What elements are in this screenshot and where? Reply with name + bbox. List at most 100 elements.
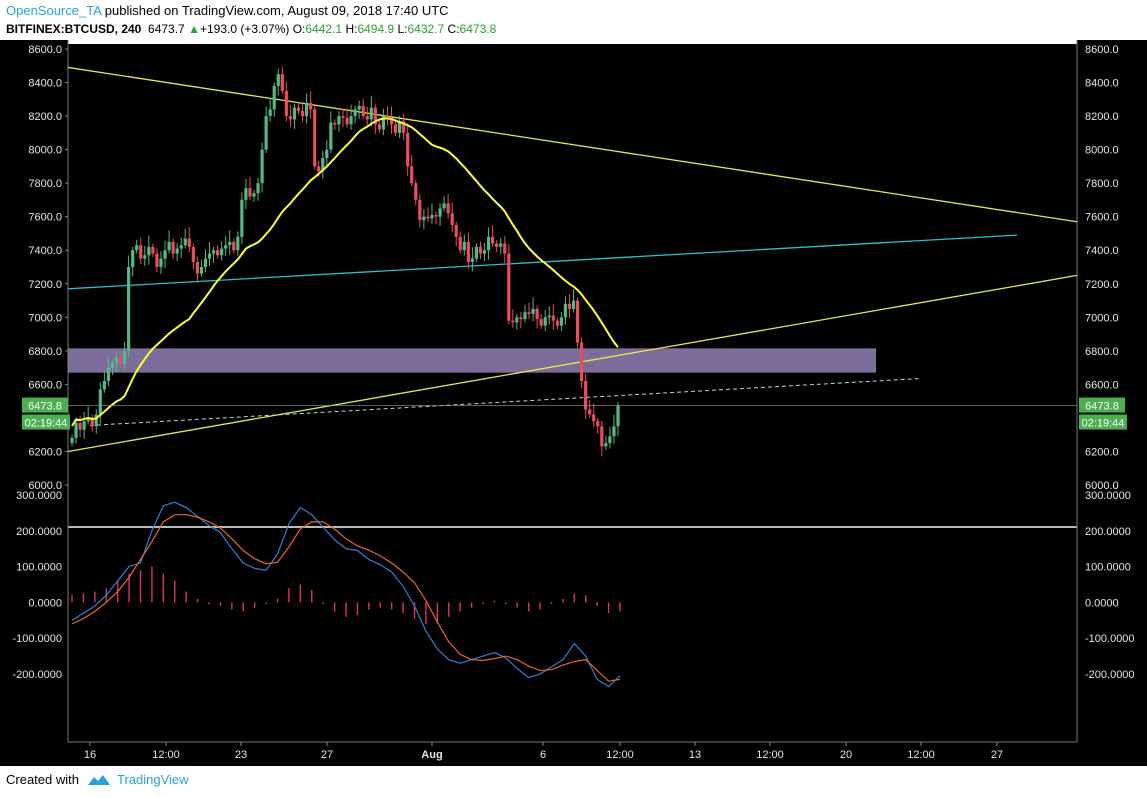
candle-body (580, 342, 584, 382)
candle-body (527, 312, 531, 314)
price-axis-tick-left: 6200.0 (28, 446, 62, 458)
candle-body (361, 106, 365, 117)
price-axis-tick-right: 7200.0 (1085, 279, 1119, 291)
candle-body (78, 422, 82, 430)
candle-body (264, 116, 268, 150)
published-text: published on TradingView.com, August 09,… (104, 3, 449, 18)
candle-body (450, 213, 454, 226)
candle-body (539, 318, 543, 326)
high-label: H: (345, 22, 358, 36)
candle-body (422, 216, 426, 221)
candle-body (559, 317, 563, 326)
macd-axis-tick-right: 200.0000 (1085, 526, 1131, 538)
candle-body (244, 188, 248, 200)
candle-body (604, 443, 608, 447)
candle-body (345, 117, 349, 125)
candle-body (82, 421, 86, 430)
candle-body (155, 253, 159, 267)
tradingview-logo-icon (87, 774, 110, 785)
price-axis-tick-left: 8600.0 (28, 44, 62, 56)
candle-body (410, 166, 414, 184)
countdown-label-left: 02:19:44 (25, 418, 68, 430)
candle-body (86, 417, 90, 422)
time-axis-tick-label: 27 (991, 749, 1003, 761)
candle-body (474, 246, 479, 259)
candle-body (592, 414, 596, 422)
macd-axis-tick-left: 200.0000 (16, 526, 62, 538)
candle-body (139, 245, 143, 259)
candle-body (98, 389, 102, 415)
candle-body (280, 74, 284, 91)
candle-body (268, 109, 272, 117)
support-zone (68, 348, 876, 373)
publish-line: OpenSource_TA published on TradingView.c… (6, 3, 449, 18)
price-change: +193.0 (+3.07%) (199, 22, 290, 36)
price-axis-tick-left: 8200.0 (28, 111, 62, 123)
candle-body (499, 243, 503, 247)
candle-body (341, 116, 345, 118)
chart-canvas[interactable]: 8600.0 8600.0 8400.0 8400.0 8200.0 8200.0 8000… (0, 40, 1147, 766)
tradingview-brand[interactable]: TradingView (116, 772, 189, 787)
candle-body (575, 300, 580, 343)
signal-line (71, 514, 621, 682)
candle-body (232, 241, 236, 251)
macd-axis-tick-left: 0.0000 (28, 597, 62, 609)
macd-axis-tick-right: 300.0000 (1085, 490, 1131, 502)
low-value: 6432.7 (407, 22, 445, 36)
macd-axis-tick-right: 0.0000 (1085, 597, 1119, 609)
candle-body (385, 116, 390, 118)
candle-body (357, 106, 361, 110)
candle-body (276, 74, 280, 86)
footer: Created with TradingView (6, 772, 189, 787)
time-axis-tick-label: 12:00 (152, 749, 180, 761)
candle-body (600, 426, 604, 447)
candle-body (584, 381, 588, 410)
symbol: BITFINEX:BTCUSD, 240 (6, 22, 142, 36)
candle-body (381, 116, 386, 130)
price-axis-tick-right: 6000.0 (1085, 480, 1119, 492)
candle-body (442, 203, 446, 209)
candle-body (491, 236, 495, 244)
candle-body (106, 367, 110, 382)
candle-body (325, 149, 329, 158)
candle-body (203, 258, 208, 267)
candle-body (94, 414, 98, 427)
candle-body (167, 241, 171, 251)
time-axis-tick-label: 12:00 (756, 749, 784, 761)
candle-body (228, 241, 232, 246)
candle-body (543, 317, 547, 326)
candle-body (373, 107, 377, 125)
low-label: L: (397, 22, 408, 36)
candle-body (495, 243, 499, 247)
countdown-tag-left (22, 414, 70, 430)
countdown-label-right: 02:19:44 (1082, 418, 1125, 430)
candle-body (608, 436, 612, 444)
candle-body (135, 245, 139, 251)
candle-body (563, 303, 568, 318)
candle-body (523, 312, 527, 319)
close-label: C: (447, 22, 460, 36)
price-axis-tick-left: 8400.0 (28, 78, 62, 90)
ascending-trendline (67, 274, 1078, 453)
open-value: 6442.1 (305, 22, 343, 36)
price-axis-tick-right: 8400.0 (1085, 78, 1119, 90)
macd-axis-tick-left: 300.0000 (16, 490, 62, 502)
candle-body (406, 132, 410, 167)
current-price-tag-left (22, 397, 68, 413)
price-axis-tick-right: 8200.0 (1085, 111, 1119, 123)
author-link[interactable]: OpenSource_TA (6, 3, 102, 18)
candle-body (191, 246, 195, 262)
candle-body (288, 116, 292, 120)
macd-axis-tick-left: -100.0000 (12, 633, 62, 645)
candle-body (596, 421, 600, 427)
candle-body (458, 236, 462, 251)
candle-body (296, 107, 301, 112)
descending-trendline (67, 66, 1078, 223)
symbol-line: BITFINEX:BTCUSD, 240 6473.7 ▲+193.0 (+3.… (6, 22, 496, 36)
candle-body (486, 236, 491, 251)
candle-body (304, 102, 309, 117)
candle-body (482, 250, 487, 254)
time-axis-tick-label: 16 (84, 749, 96, 761)
macd-pane-background (68, 528, 1077, 742)
candle-body (143, 255, 147, 259)
